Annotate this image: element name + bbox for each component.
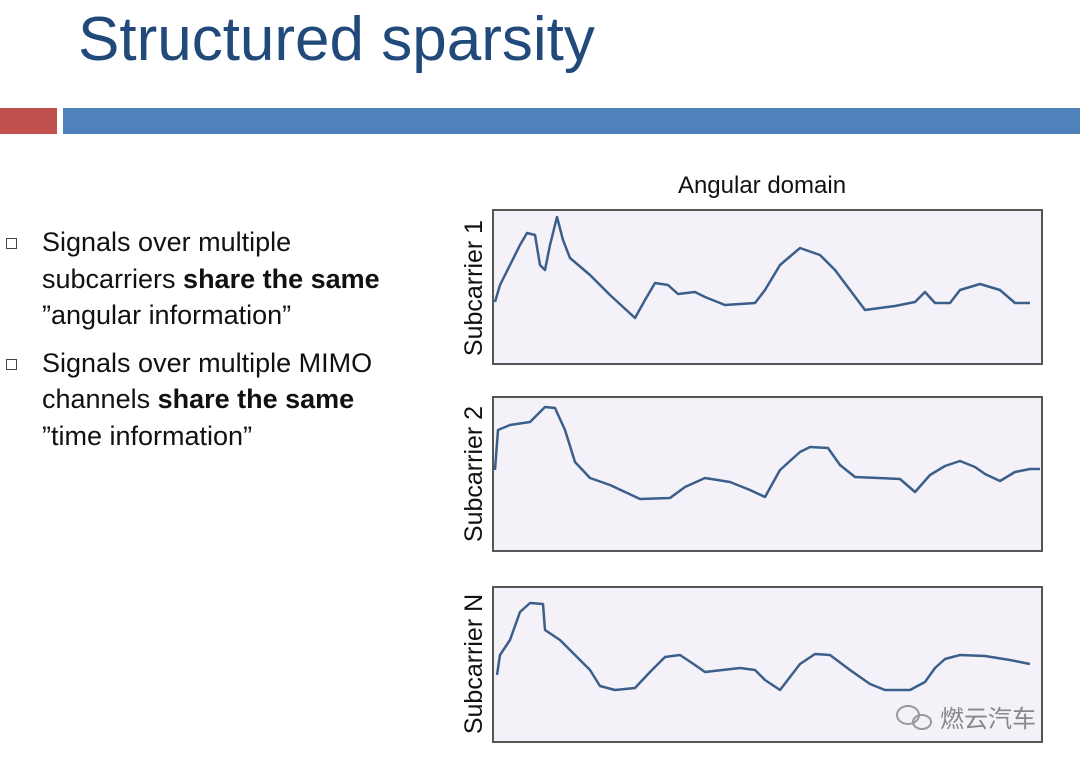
bold-text: share the same <box>157 384 355 414</box>
watermark-icon <box>896 705 932 730</box>
bullet-text: ”angular information” <box>42 300 292 330</box>
panel-label: Subcarrier 1 <box>460 220 488 356</box>
panel-label: Subcarrier N <box>460 594 488 734</box>
bullet: Signals over multiple subcarriers share … <box>0 224 410 334</box>
signal-curve <box>493 215 1030 320</box>
panel-label: Subcarrier 2 <box>460 406 488 542</box>
bold-text: share the same <box>183 263 380 294</box>
slide-title: Structured sparsity <box>78 5 595 74</box>
bullet-text: Signals over multiple MIMO channels <box>42 347 373 415</box>
diagram-title: Angular domain <box>678 172 846 199</box>
bullet: Signals over multiple MIMO channels shar… <box>0 345 410 455</box>
bullet-text: Signals over multiple subcarriers <box>42 227 292 294</box>
accent-bar <box>0 108 57 134</box>
signal-curve <box>495 601 1031 692</box>
bullet-list: Signals over multiple subcarriers share … <box>0 224 410 465</box>
watermark: 燃云汽车 <box>940 706 1036 733</box>
header-bar <box>63 108 1080 134</box>
signal-curve <box>493 405 1040 501</box>
bullet-text: ”time information” <box>42 420 253 451</box>
panel <box>492 396 1043 552</box>
